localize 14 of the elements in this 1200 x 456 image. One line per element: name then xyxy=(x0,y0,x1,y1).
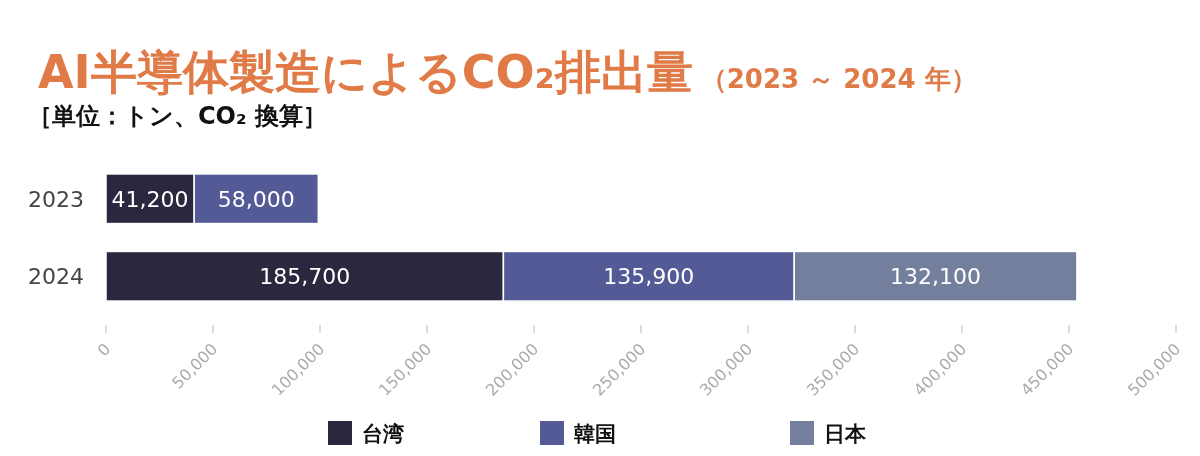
y-tick-label: 2023 xyxy=(28,186,84,212)
data-label: 58,000 xyxy=(217,186,295,212)
y-tick-label: 2024 xyxy=(28,264,84,290)
chart-title: AI半導体製造によるCO₂排出量 xyxy=(38,45,693,99)
text: ［単位：トン、CO₂ 換算］ xyxy=(28,102,327,130)
legend-label: 日本 xyxy=(824,422,867,446)
x-tick-label: 0 xyxy=(93,339,115,361)
data-label: 132,100 xyxy=(890,264,982,290)
data-label: 41,200 xyxy=(111,186,189,212)
legend-label: 韓国 xyxy=(574,422,616,446)
legend-label: 台湾 xyxy=(362,422,404,446)
data-label: 135,900 xyxy=(603,264,695,290)
data-label: 185,700 xyxy=(259,264,351,290)
chart-subtitle: （2023 ～ 2024 年） xyxy=(700,64,977,94)
